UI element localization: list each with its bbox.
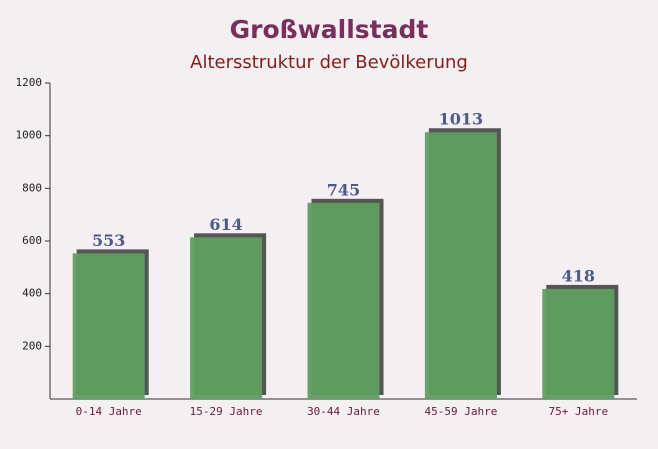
- value-label: 418: [562, 266, 595, 285]
- value-label: 745: [327, 180, 360, 199]
- bar: [542, 288, 615, 399]
- y-tick-label: 1000: [16, 129, 43, 142]
- y-tick-label: 800: [22, 181, 42, 194]
- x-tick-label: 15-29 Jahre: [190, 405, 263, 418]
- x-tick-label: 75+ Jahre: [548, 405, 608, 418]
- bar: [307, 202, 380, 399]
- y-tick-label: 200: [22, 339, 42, 352]
- bar: [72, 253, 145, 399]
- y-tick-label: 600: [22, 234, 42, 247]
- y-tick-label: 400: [22, 287, 42, 300]
- value-label: 1013: [439, 110, 484, 129]
- bar: [190, 237, 263, 399]
- chart-title: Großwallstadt: [230, 15, 429, 44]
- x-tick-label: 0-14 Jahre: [76, 405, 142, 418]
- x-tick-label: 30-44 Jahre: [307, 405, 380, 418]
- y-tick-label: 1200: [16, 76, 43, 89]
- value-label: 553: [92, 231, 125, 250]
- bar: [424, 132, 497, 399]
- x-tick-label: 45-59 Jahre: [424, 405, 497, 418]
- chart-subtitle: Altersstruktur der Bevölkerung: [190, 52, 468, 73]
- value-label: 614: [209, 215, 242, 234]
